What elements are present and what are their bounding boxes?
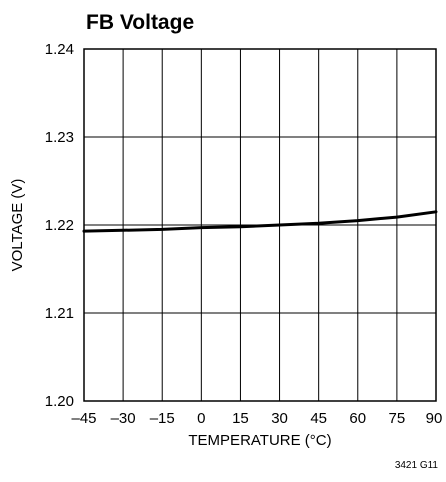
chart-code-annotation: 3421 G11 (395, 460, 439, 471)
x-tick-label: 15 (232, 410, 249, 427)
x-tick-label: 45 (310, 410, 327, 427)
y-tick-label: 1.22 (45, 217, 74, 234)
y-tick-label: 1.24 (45, 41, 74, 58)
y-tick-labels: 1.20 1.21 1.22 1.23 1.24 (45, 41, 74, 410)
x-tick-label: 75 (389, 410, 406, 427)
x-tick-labels: –45 –30 –15 0 15 30 45 60 75 90 (71, 410, 442, 427)
plot-frame (83, 48, 437, 402)
y-axis-label: VOLTAGE (V) (9, 179, 26, 272)
x-tick-label: 30 (271, 410, 288, 427)
x-tick-label: –30 (111, 410, 136, 427)
chart-title: FB Voltage (86, 11, 194, 34)
x-axis-label: TEMPERATURE (°C) (188, 432, 331, 449)
x-tick-label: –45 (71, 410, 96, 427)
fb-voltage-series-line (82, 210, 438, 233)
series-group (82, 210, 438, 233)
y-tick-label: 1.21 (45, 305, 74, 322)
y-tick-label: 1.20 (45, 393, 74, 410)
x-tick-label: –15 (150, 410, 175, 427)
y-tick-label: 1.23 (45, 129, 74, 146)
x-tick-label: 0 (197, 410, 205, 427)
x-tick-label: 90 (426, 410, 443, 427)
x-tick-label: 60 (349, 410, 366, 427)
